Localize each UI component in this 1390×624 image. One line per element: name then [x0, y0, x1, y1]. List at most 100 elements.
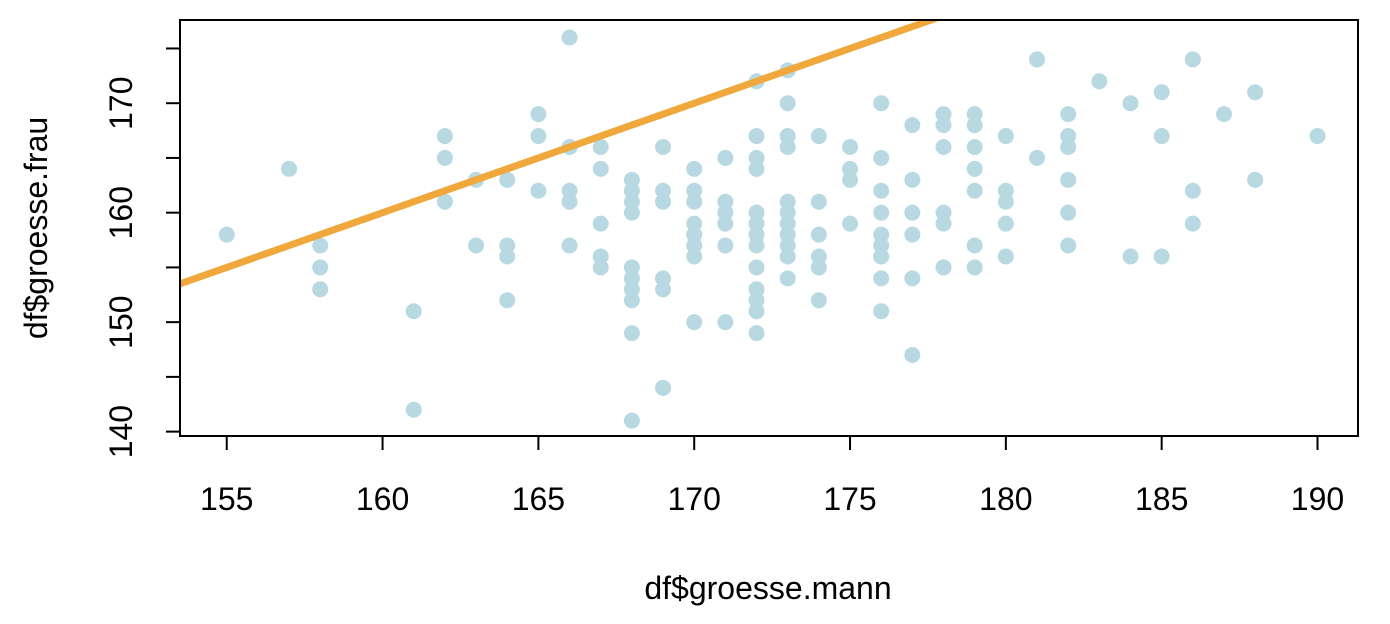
x-tick-label: 180 [979, 481, 1032, 517]
scatter-point [935, 204, 952, 221]
scatter-point [623, 292, 640, 309]
scatter-point [499, 171, 516, 188]
scatter-point [623, 325, 640, 342]
scatter-point [935, 259, 952, 276]
scatter-point [530, 128, 547, 145]
x-tick-label: 155 [200, 481, 253, 517]
y-tick-label: 170 [103, 77, 139, 130]
scatter-point [1215, 106, 1232, 123]
scatter-point [904, 171, 921, 188]
scatter-point [873, 149, 890, 166]
scatter-point [1029, 51, 1046, 68]
scatter-point [1153, 84, 1170, 101]
scatter-point [873, 270, 890, 287]
scatter-point [717, 204, 734, 221]
scatter-point [499, 248, 516, 265]
scatter-point [748, 303, 765, 320]
scatter-point [686, 182, 703, 199]
scatter-point [810, 259, 827, 276]
x-tick-label: 190 [1291, 481, 1344, 517]
y-axis-title: df$groesse.frau [18, 117, 54, 339]
y-tick-label: 160 [103, 186, 139, 239]
scatter-point [561, 29, 578, 46]
scatter-point [810, 226, 827, 243]
scatter-point [1153, 128, 1170, 145]
scatter-point [312, 259, 329, 276]
scatter-point [1122, 95, 1139, 112]
scatter-point [779, 138, 796, 155]
scatter-point [686, 215, 703, 232]
scatter-point [842, 171, 859, 188]
y-tick-label: 140 [103, 405, 139, 458]
scatter-point [810, 128, 827, 145]
scatter-point [655, 379, 672, 396]
scatter-point [623, 182, 640, 199]
scatter-point [748, 237, 765, 254]
y-tick-label: 150 [103, 295, 139, 348]
scatter-point [592, 259, 609, 276]
scatter-point [281, 160, 298, 177]
scatter-point [436, 128, 453, 145]
scatter-point [810, 193, 827, 210]
scatter-point [779, 226, 796, 243]
scatter-point [966, 160, 983, 177]
scatter-point [623, 171, 640, 188]
scatter-point [873, 95, 890, 112]
scatter-point [530, 182, 547, 199]
scatter-point [686, 314, 703, 331]
scatter-point [873, 204, 890, 221]
scatter-point [686, 160, 703, 177]
scatter-point [499, 292, 516, 309]
scatter-point [655, 182, 672, 199]
scatter-point [748, 204, 765, 221]
scatter-point [1184, 51, 1201, 68]
scatter-point [499, 237, 516, 254]
scatter-point [748, 325, 765, 342]
scatter-point [842, 215, 859, 232]
x-tick-label: 170 [668, 481, 721, 517]
scatter-point [530, 106, 547, 123]
scatter-point [468, 237, 485, 254]
scatter-point [935, 215, 952, 232]
scatter-point [561, 237, 578, 254]
x-tick-label: 175 [823, 481, 876, 517]
scatter-point [623, 270, 640, 287]
scatter-point [623, 412, 640, 429]
scatter-point [623, 259, 640, 276]
scatter-point [748, 226, 765, 243]
scatter-point [966, 117, 983, 134]
scatter-point [686, 226, 703, 243]
y-axis: 140 150 160 170 [103, 47, 180, 458]
reference-line [180, 20, 942, 288]
scatter-point [997, 182, 1014, 199]
plot-frame [179, 19, 1359, 437]
scatter-point [748, 149, 765, 166]
scatter-point [686, 237, 703, 254]
x-axis-title: df$groesse.mann [644, 570, 891, 606]
scatter-point [966, 106, 983, 123]
scatter-point [1091, 73, 1108, 90]
scatter-point [592, 138, 609, 155]
scatter-point [218, 226, 235, 243]
scatter-point [873, 237, 890, 254]
scatter-point [1060, 204, 1077, 221]
scatter-point [561, 193, 578, 210]
scatter-point [810, 248, 827, 265]
scatter-point [717, 193, 734, 210]
scatter-point [748, 160, 765, 177]
scatter-point [842, 160, 859, 177]
x-axis: 155 160 165 170 175 180 185 190 [200, 436, 1344, 517]
scatter-point [1060, 106, 1077, 123]
scatter-point [623, 193, 640, 210]
scatter-point [655, 270, 672, 287]
scatter-point [655, 281, 672, 298]
scatter-point [779, 270, 796, 287]
scatter-point [904, 226, 921, 243]
scatter-point [935, 138, 952, 155]
scatter-point [997, 193, 1014, 210]
scatter-point [904, 346, 921, 363]
scatter-point [904, 117, 921, 134]
scatter-point [655, 193, 672, 210]
scatter-point [592, 248, 609, 265]
scatter-point [592, 215, 609, 232]
